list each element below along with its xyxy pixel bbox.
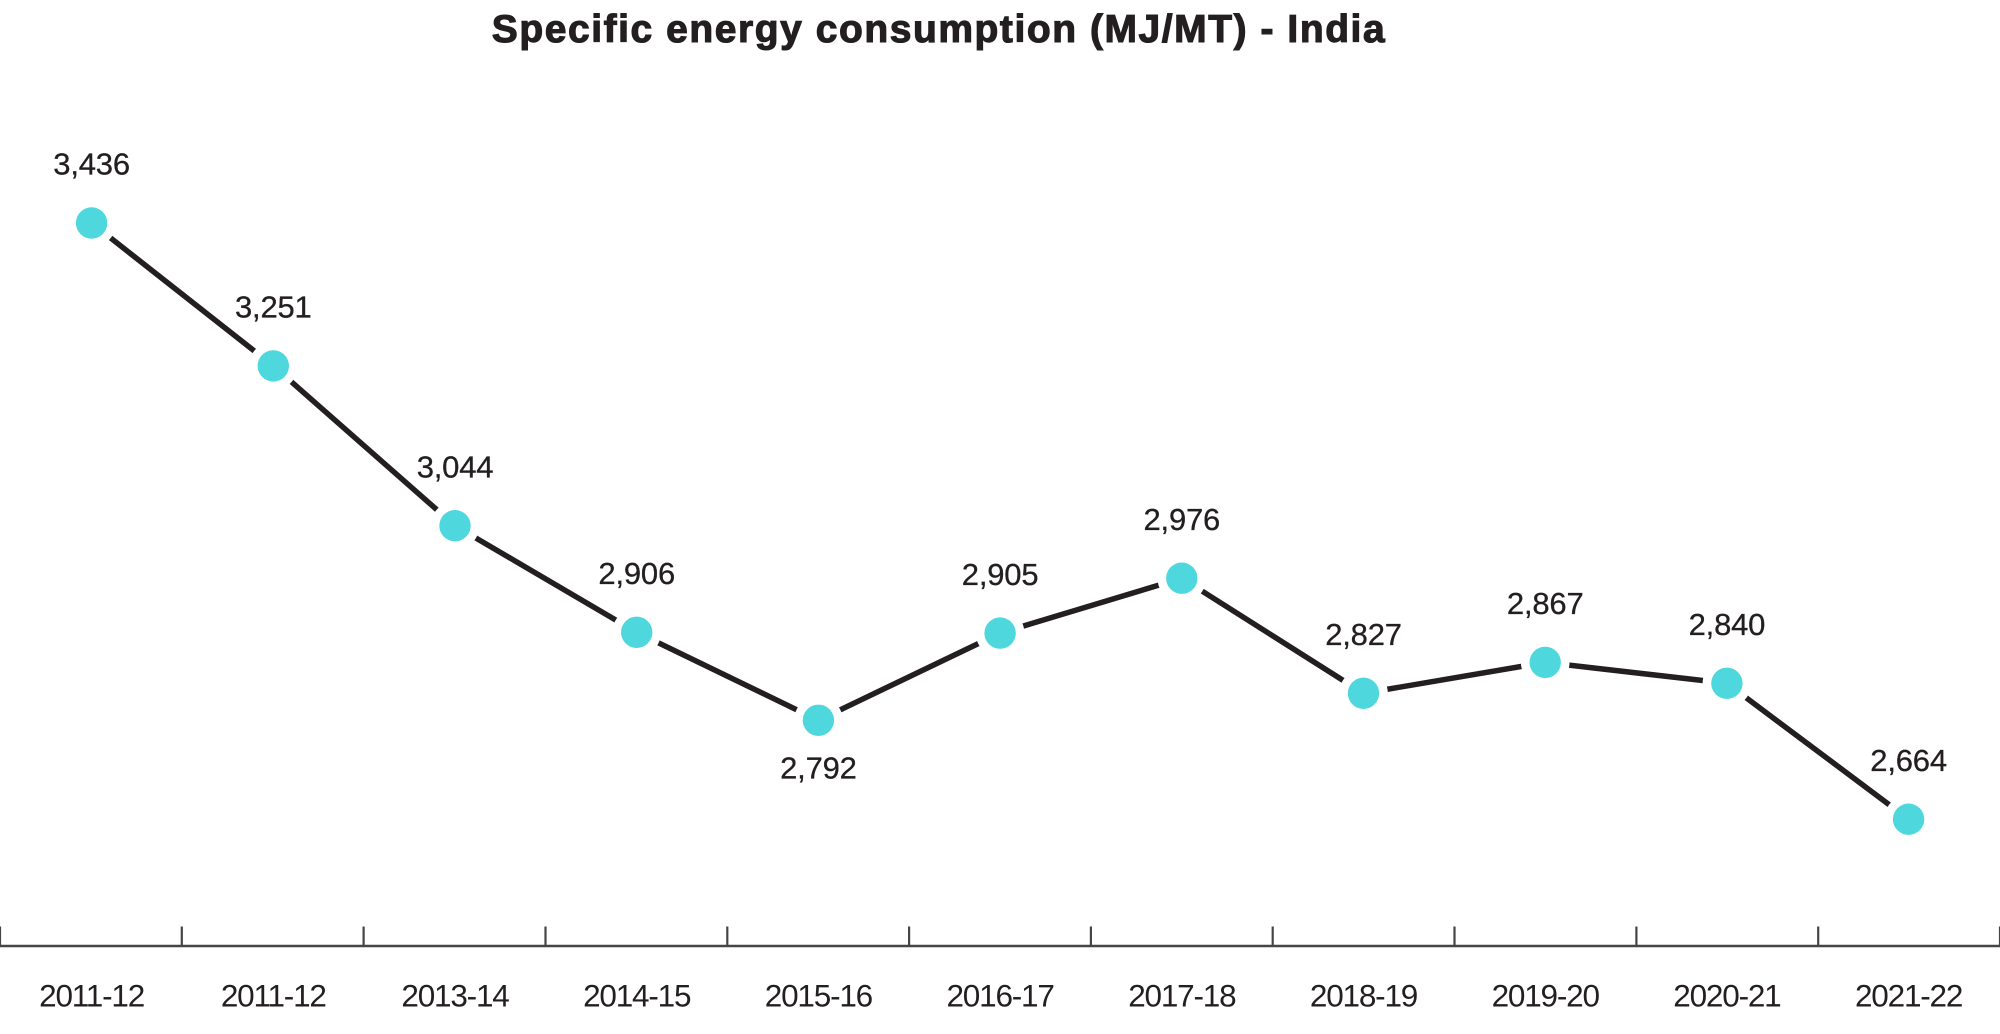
svg-text:2016-17: 2016-17 <box>946 978 1053 1014</box>
svg-text:2,905: 2,905 <box>962 557 1039 592</box>
svg-text:2011-12: 2011-12 <box>39 978 144 1014</box>
svg-text:2021-22: 2021-22 <box>1855 978 1962 1014</box>
svg-text:2017-18: 2017-18 <box>1128 978 1236 1014</box>
svg-text:2,906: 2,906 <box>598 556 675 591</box>
svg-text:3,044: 3,044 <box>417 449 494 484</box>
svg-text:2015-16: 2015-16 <box>765 978 873 1014</box>
svg-text:2020-21: 2020-21 <box>1673 978 1780 1014</box>
svg-text:2,976: 2,976 <box>1144 502 1221 537</box>
svg-text:3,251: 3,251 <box>235 290 312 325</box>
svg-text:2011-12: 2011-12 <box>221 978 326 1014</box>
svg-text:3,436: 3,436 <box>53 147 130 182</box>
svg-text:2,840: 2,840 <box>1689 607 1766 642</box>
svg-text:2,867: 2,867 <box>1507 586 1584 621</box>
svg-text:2,827: 2,827 <box>1325 617 1402 652</box>
svg-text:2,792: 2,792 <box>780 750 857 785</box>
svg-text:2013-14: 2013-14 <box>401 978 509 1014</box>
svg-text:2014-15: 2014-15 <box>583 978 691 1014</box>
svg-text:2,664: 2,664 <box>1870 743 1947 778</box>
svg-text:2019-20: 2019-20 <box>1492 978 1600 1014</box>
svg-text:2018-19: 2018-19 <box>1310 978 1418 1014</box>
svg-text:Specific energy consumption (M: Specific energy consumption (MJ/MT) - In… <box>492 8 1386 51</box>
